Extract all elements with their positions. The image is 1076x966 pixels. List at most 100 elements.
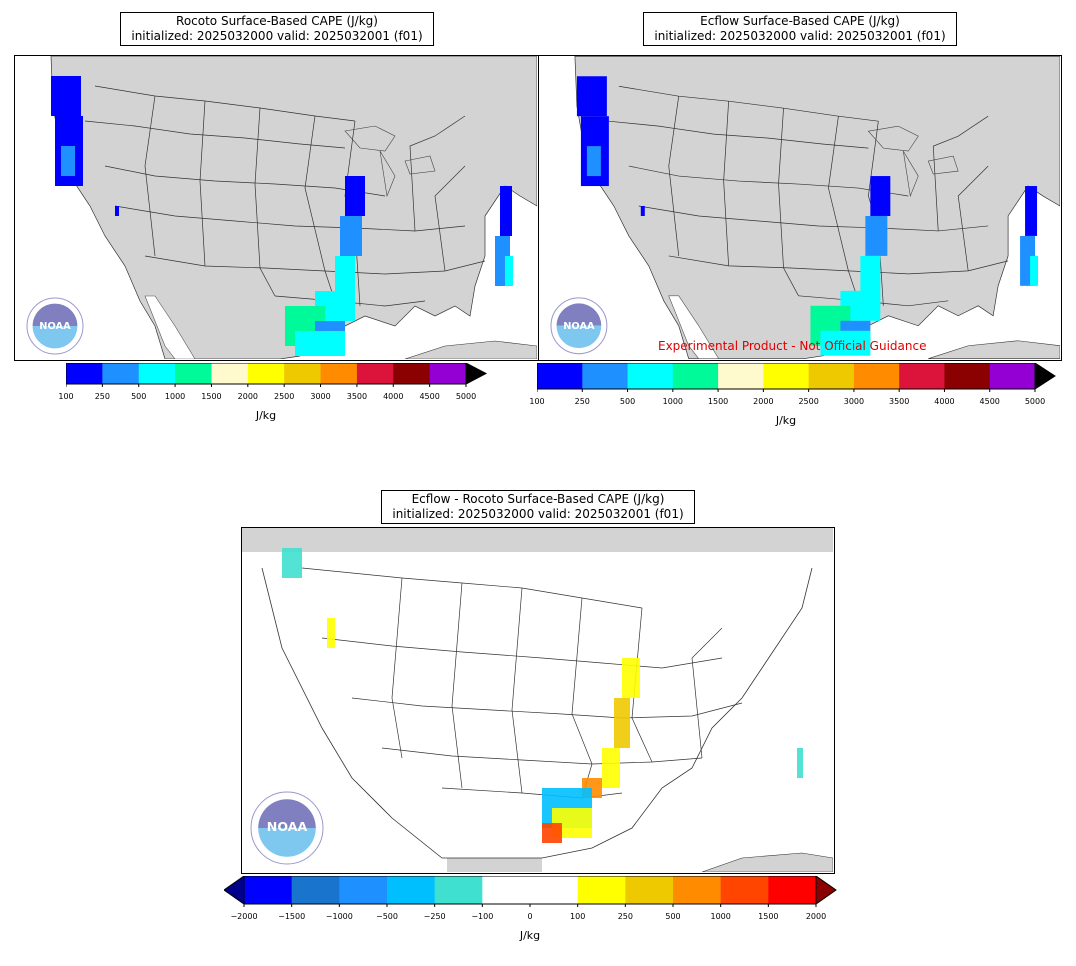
diff-area (797, 748, 803, 778)
colorbar-tick-label: 0 (527, 912, 533, 921)
colorbar-extend-low (223, 875, 245, 905)
colorbar-swatch (387, 876, 436, 904)
coastline (261, 567, 813, 859)
colorbar-swatch (244, 876, 293, 904)
colorbar-swatch (853, 363, 900, 389)
lakes (344, 125, 436, 198)
noaa-logo: NOAA (26, 297, 84, 355)
colorbar-swatch (284, 363, 322, 384)
cape-area (586, 146, 601, 177)
cape-area (295, 331, 345, 356)
colorbar-swatch (247, 363, 285, 384)
land-mass (242, 528, 833, 872)
colorbar-tick-label: 1000 (164, 392, 186, 401)
colorbar-unit-label: J/kg (255, 409, 277, 422)
svg-text:NOAA: NOAA (267, 819, 308, 834)
cape-area (500, 186, 512, 236)
colorbar-swatch (102, 363, 140, 384)
colorbar-swatch (320, 363, 358, 384)
panel2-colorbar: 100 250 500 1000 1500 2000 2500 3000 3500 4000 450… (529, 362, 1067, 433)
panel1-colorbar: 100 250 500 1000 1500 2000 2500 3000 3500 4000 450… (58, 362, 506, 423)
colorbar-swatch (577, 876, 626, 904)
colorbar-tick-label: −1500 (278, 912, 306, 921)
colorbar-tick-label: 2500 (798, 397, 819, 406)
colorbar-swatch (718, 363, 764, 389)
noaa-logo: NOAA (550, 297, 608, 355)
diff-area (282, 548, 302, 578)
colorbar-tick-label: 2000 (237, 392, 258, 401)
state-borders (301, 567, 743, 799)
svg-text:NOAA: NOAA (39, 321, 71, 332)
colorbar-tick-label: 4500 (979, 397, 1000, 406)
cape-area (820, 330, 871, 356)
colorbar-tick-label: 500 (619, 397, 636, 406)
cape-area (1025, 186, 1038, 236)
cape-area (345, 176, 365, 216)
colorbar-tick-label: −1000 (325, 912, 353, 921)
colorbar-tick-label: 100 (58, 392, 74, 401)
colorbar-tick-label: −2000 (230, 912, 258, 921)
colorbar-tick-label: 100 (570, 912, 586, 921)
colorbar-tick-label: 4000 (383, 392, 404, 401)
colorbar-tick-label: 3000 (310, 392, 331, 401)
cape-area (335, 256, 355, 296)
colorbar-tick-label: 500 (665, 912, 681, 921)
diff-area (614, 698, 630, 748)
colorbar-swatch (673, 876, 722, 904)
colorbar-swatch (720, 876, 769, 904)
colorbar-tick-label: 100 (529, 397, 545, 406)
panel3-colorbar: −2000 −1500 −1000 −500 −250 −100 0 100 250 500 100… (223, 875, 854, 956)
cape-difference-shading (282, 548, 803, 843)
colorbar-tick-label: 1000 (662, 397, 683, 406)
colorbar-tick-label: 1500 (707, 397, 729, 406)
colorbar-swatch (944, 363, 991, 389)
diff-area (602, 748, 620, 788)
colorbar-tick-label: 3500 (888, 397, 910, 406)
colorbar-tick-label: 3000 (843, 397, 865, 406)
cape-area (61, 146, 75, 176)
cape-area (860, 255, 881, 296)
svg-text:NOAA: NOAA (563, 321, 595, 332)
colorbar-tick-label: 4000 (934, 397, 955, 406)
colorbar-swatch (482, 876, 531, 904)
colorbar-tick-label: 1500 (758, 912, 779, 921)
colorbar-swatch (211, 363, 249, 384)
disclaimer-text: Experimental Product - Not Official Guid… (658, 339, 927, 353)
colorbar-extend-high (465, 362, 488, 385)
panel3-map: NOAA (241, 527, 835, 874)
cape-area (865, 215, 888, 256)
lakes (867, 125, 959, 198)
colorbar-tick-label: 2000 (753, 397, 774, 406)
cape-area (340, 216, 362, 256)
colorbar-tick-label: 2000 (805, 912, 827, 921)
colorbar-swatch (625, 876, 674, 904)
colorbar-tick-label: 2500 (273, 392, 295, 401)
panel1-map: NOAA (14, 55, 539, 361)
colorbar-extend-high (815, 875, 837, 905)
panel2-title: Ecflow Surface-Based CAPE (J/kg) initial… (643, 12, 957, 46)
noaa-logo: NOAA (250, 791, 324, 865)
colorbar-tick-label: 250 (617, 912, 633, 921)
colorbar-swatch (66, 363, 103, 384)
cape-shading (51, 76, 513, 356)
colorbar-swatch (989, 363, 1036, 389)
colorbar-tick-label: 4500 (419, 392, 440, 401)
colorbar-tick-label: 250 (574, 397, 590, 406)
panel1-title: Rocoto Surface-Based CAPE (J/kg) initial… (120, 12, 434, 46)
colorbar-unit-label: J/kg (775, 414, 797, 427)
cape-area (505, 256, 513, 286)
diff-area (542, 823, 562, 843)
colorbar-tick-label: −100 (471, 912, 494, 921)
colorbar-tick-label: 5000 (1024, 397, 1046, 406)
colorbar-tick-label: −500 (376, 912, 398, 921)
cape-area (640, 206, 645, 216)
diff-area (327, 618, 335, 648)
cape-area (870, 176, 891, 216)
colorbar-swatch (763, 363, 810, 389)
colorbar-tick-label: 1500 (201, 392, 222, 401)
colorbar-swatch (768, 876, 817, 904)
colorbar-swatch (291, 876, 340, 904)
colorbar-swatch (899, 363, 945, 389)
cape-area (576, 76, 607, 117)
colorbar-swatch (339, 876, 388, 904)
